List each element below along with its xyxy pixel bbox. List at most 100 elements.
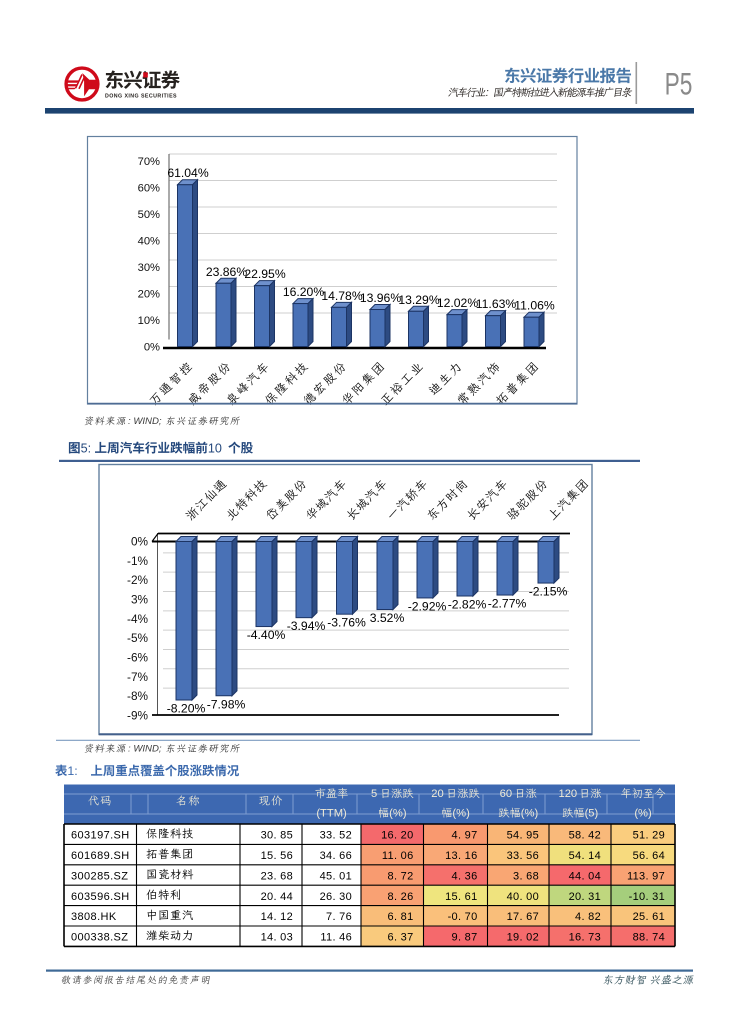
svg-text:-2.15%: -2.15% (529, 585, 568, 599)
svg-text:: WIND;: : WIND; (128, 416, 162, 427)
svg-text:DONG XING SECURITIES: DONG XING SECURITIES (105, 94, 177, 100)
svg-text:11. 46: 11. 46 (320, 932, 352, 944)
svg-text:11.06%: 11.06% (514, 299, 555, 313)
svg-text:20: 20 (431, 788, 443, 800)
svg-text:-6%: -6% (127, 650, 148, 664)
svg-text:13. 16: 13. 16 (445, 850, 477, 862)
svg-text:23.86%: 23.86% (206, 265, 247, 279)
svg-text:-10. 31: -10. 31 (629, 891, 665, 903)
svg-text:-4%: -4% (127, 612, 148, 626)
svg-text:14.78%: 14.78% (321, 289, 362, 303)
svg-text:15. 56: 15. 56 (261, 850, 293, 862)
svg-text:-2%: -2% (127, 573, 148, 587)
svg-text:12.02%: 12.02% (437, 296, 478, 310)
svg-text:45. 01: 45. 01 (320, 870, 352, 882)
svg-text:6. 81: 6. 81 (388, 911, 414, 923)
svg-text:14. 03: 14. 03 (261, 932, 293, 944)
svg-text:-0. 70: -0. 70 (448, 911, 478, 923)
svg-text:44. 04: 44. 04 (569, 870, 601, 882)
svg-text:16. 73: 16. 73 (569, 932, 601, 944)
svg-text:20. 31: 20. 31 (569, 891, 601, 903)
svg-text:603596.SH: 603596.SH (71, 891, 130, 903)
svg-text:56. 64: 56. 64 (633, 850, 665, 862)
svg-text:120: 120 (558, 788, 577, 800)
svg-text:20. 44: 20. 44 (261, 891, 293, 903)
svg-text:58. 42: 58. 42 (569, 830, 601, 842)
svg-text:-3.94%: -3.94% (287, 619, 326, 633)
svg-text:4. 82: 4. 82 (575, 911, 601, 923)
svg-text:51. 29: 51. 29 (633, 830, 665, 842)
svg-text:4. 97: 4. 97 (452, 830, 478, 842)
svg-text:17. 67: 17. 67 (507, 911, 539, 923)
svg-text:300285.SZ: 300285.SZ (71, 870, 128, 882)
svg-text:(%): (%) (521, 808, 539, 820)
svg-text:8. 26: 8. 26 (388, 891, 414, 903)
svg-text:3%: 3% (131, 592, 149, 606)
svg-text:9. 87: 9. 87 (452, 932, 478, 944)
svg-text:54. 14: 54. 14 (569, 850, 601, 862)
svg-text:601689.SH: 601689.SH (71, 850, 130, 862)
svg-text:-8%: -8% (127, 689, 148, 703)
svg-text:-7.98%: -7.98% (207, 697, 246, 711)
svg-text:6. 37: 6. 37 (388, 932, 414, 944)
svg-text:70%: 70% (138, 156, 160, 168)
svg-text:60%: 60% (138, 182, 160, 194)
svg-text:11. 06: 11. 06 (382, 850, 414, 862)
svg-text:33. 52: 33. 52 (320, 830, 352, 842)
svg-text:61.04%: 61.04% (167, 166, 208, 180)
svg-text:20%: 20% (138, 288, 160, 300)
svg-text:(%): (%) (452, 808, 470, 820)
svg-text:54. 95: 54. 95 (507, 830, 539, 842)
svg-text:3. 68: 3. 68 (513, 870, 539, 882)
svg-text:16.20%: 16.20% (283, 285, 324, 299)
svg-text:5: 5 (371, 788, 377, 800)
svg-text:13.29%: 13.29% (398, 293, 439, 307)
svg-text:30%: 30% (138, 262, 160, 274)
svg-text:8. 72: 8. 72 (388, 870, 414, 882)
svg-text:7. 76: 7. 76 (326, 911, 352, 923)
svg-text:23. 68: 23. 68 (261, 870, 293, 882)
svg-text:10%: 10% (138, 315, 160, 327)
svg-text:000338.SZ: 000338.SZ (71, 932, 128, 944)
svg-text:-9%: -9% (127, 708, 148, 722)
svg-text:P5: P5 (665, 66, 693, 102)
svg-text:4. 36: 4. 36 (452, 870, 478, 882)
svg-text:1:: 1: (67, 764, 77, 778)
svg-text:0%: 0% (131, 535, 149, 549)
svg-text:0%: 0% (144, 341, 160, 353)
svg-text:34. 66: 34. 66 (320, 850, 352, 862)
svg-text:: WIND;: : WIND; (128, 744, 162, 755)
svg-text:88. 74: 88. 74 (633, 932, 665, 944)
svg-text:33. 56: 33. 56 (507, 850, 539, 862)
svg-text:-4.40%: -4.40% (247, 628, 286, 642)
svg-text:25. 61: 25. 61 (633, 911, 665, 923)
svg-text:(%): (%) (634, 808, 652, 820)
svg-text:14. 12: 14. 12 (261, 911, 293, 923)
svg-text:3808.HK: 3808.HK (71, 911, 117, 923)
svg-text:113. 97: 113. 97 (627, 870, 665, 882)
svg-text:-2.77%: -2.77% (488, 597, 527, 611)
svg-text:-8.20%: -8.20% (167, 702, 206, 716)
svg-text:40. 00: 40. 00 (507, 891, 539, 903)
svg-text:-3.76%: -3.76% (327, 616, 366, 630)
svg-text:22.95%: 22.95% (244, 267, 285, 281)
svg-text:11.63%: 11.63% (476, 297, 517, 311)
svg-text:(5): (5) (585, 808, 599, 820)
svg-text:3.52%: 3.52% (370, 611, 405, 625)
svg-text:-2.82%: -2.82% (448, 598, 487, 612)
svg-text:30. 85: 30. 85 (261, 830, 293, 842)
svg-text:5:: 5: (81, 441, 92, 455)
svg-text::: : (486, 87, 489, 99)
svg-text:-2.92%: -2.92% (408, 599, 447, 613)
svg-text:60: 60 (500, 788, 512, 800)
svg-text:16. 20: 16. 20 (381, 830, 413, 842)
svg-text:15. 61: 15. 61 (445, 891, 477, 903)
svg-text:40%: 40% (138, 235, 160, 247)
svg-text:19. 02: 19. 02 (507, 932, 539, 944)
svg-text:(TTM): (TTM) (316, 808, 347, 820)
svg-text:-1%: -1% (127, 554, 148, 568)
svg-text:10: 10 (208, 441, 222, 455)
svg-text:26. 30: 26. 30 (320, 891, 352, 903)
svg-text:-5%: -5% (127, 631, 148, 645)
svg-text:-7%: -7% (127, 670, 148, 684)
